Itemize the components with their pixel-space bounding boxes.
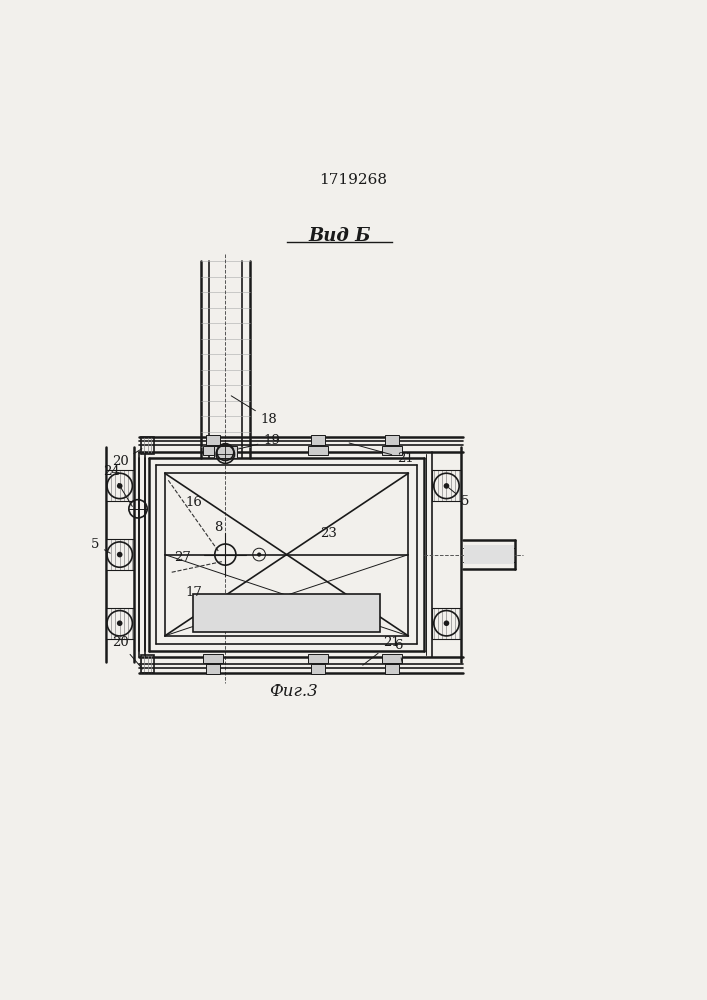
Text: 19: 19 — [228, 434, 280, 451]
Text: 6: 6 — [395, 639, 403, 663]
Bar — [433, 608, 460, 639]
Bar — [193, 594, 380, 632]
Text: 21: 21 — [363, 636, 400, 665]
Bar — [308, 654, 328, 663]
Bar — [385, 664, 399, 674]
Text: Вид Б: Вид Б — [308, 227, 370, 245]
Text: 5: 5 — [90, 538, 110, 553]
Bar — [464, 545, 514, 564]
Bar — [311, 664, 325, 674]
Text: 24: 24 — [103, 465, 132, 506]
Bar — [311, 435, 325, 445]
Bar — [385, 435, 399, 445]
Bar — [105, 539, 134, 570]
Text: 5: 5 — [449, 488, 469, 508]
Text: 1719268: 1719268 — [320, 173, 387, 187]
Text: 16: 16 — [186, 496, 203, 509]
Bar — [382, 654, 402, 663]
Bar — [105, 470, 134, 501]
Circle shape — [117, 552, 122, 557]
Text: 8: 8 — [214, 521, 223, 534]
Text: Фиг.3: Фиг.3 — [269, 683, 318, 700]
Text: 23: 23 — [320, 527, 337, 540]
Text: 20: 20 — [112, 636, 143, 669]
Circle shape — [443, 483, 449, 489]
Bar — [141, 655, 153, 673]
Circle shape — [117, 620, 122, 626]
Circle shape — [257, 552, 262, 557]
Bar — [433, 470, 460, 501]
Circle shape — [443, 620, 449, 626]
Bar — [214, 446, 237, 458]
Text: 18: 18 — [231, 396, 277, 426]
Bar — [308, 446, 328, 455]
Text: 20: 20 — [112, 449, 142, 468]
Bar — [203, 446, 223, 455]
Bar — [206, 664, 220, 674]
Bar — [382, 446, 402, 455]
Bar — [105, 608, 134, 639]
Text: 27: 27 — [174, 551, 191, 564]
Bar — [206, 435, 220, 445]
Text: 17: 17 — [186, 586, 203, 599]
Bar — [203, 654, 223, 663]
Text: 21: 21 — [349, 443, 414, 465]
Circle shape — [117, 483, 122, 489]
Bar — [141, 437, 153, 454]
